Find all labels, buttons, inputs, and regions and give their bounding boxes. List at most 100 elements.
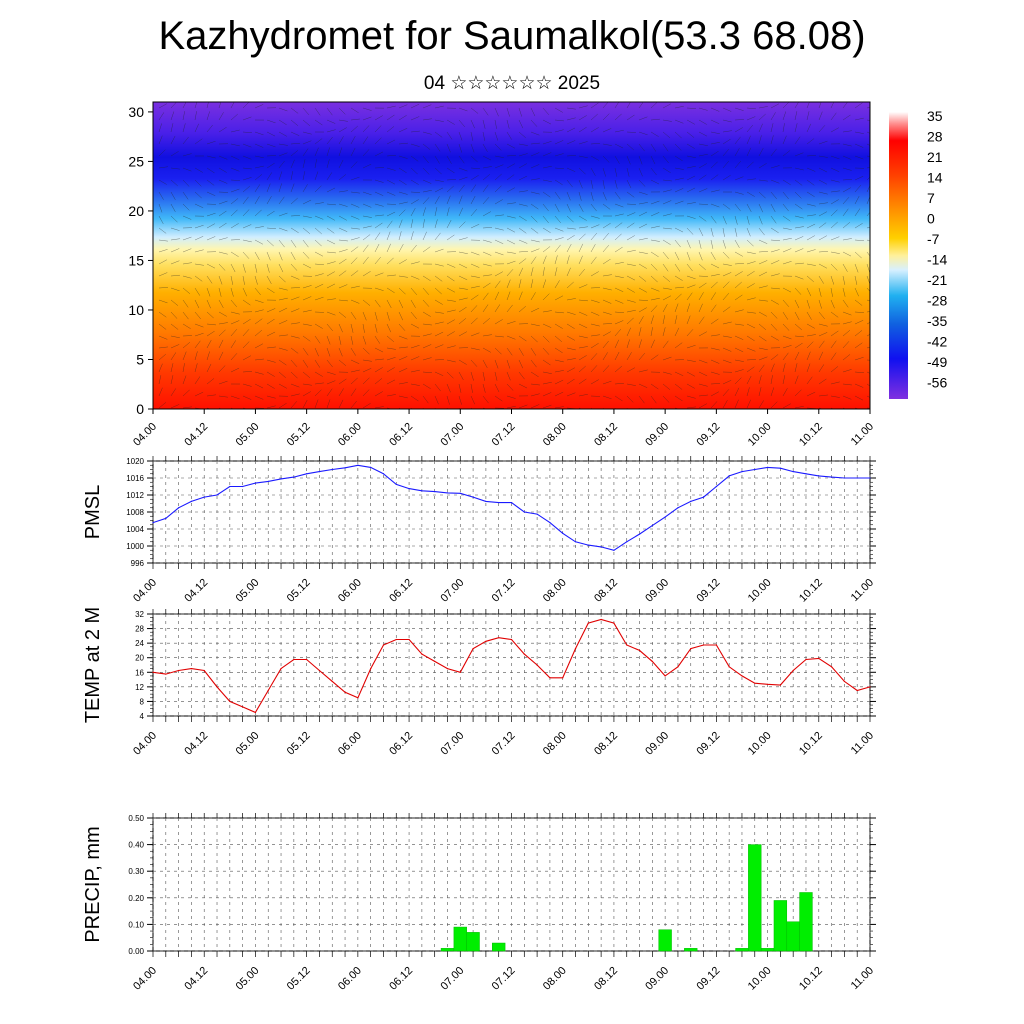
- wind-barb: [182, 375, 187, 385]
- wind-barb: [782, 287, 792, 293]
- wind-barb: [554, 406, 564, 409]
- data-point: [510, 502, 513, 504]
- wind-barb: [842, 167, 852, 171]
- wind-barb: [530, 119, 538, 127]
- wind-barb: [386, 347, 396, 350]
- wind-barb: [614, 262, 624, 265]
- wind-barb: [338, 147, 343, 157]
- wind-barb: [854, 208, 861, 217]
- wind-barb: [566, 179, 573, 188]
- wind-barb: [494, 291, 500, 301]
- wind-barb: [506, 131, 512, 140]
- wind-barb: [314, 107, 321, 116]
- wind-barb: [242, 371, 252, 373]
- wind-barb: [542, 404, 552, 409]
- wind-barb: [518, 404, 528, 409]
- wind-barb: [338, 174, 347, 181]
- y-tick-label: 32: [135, 610, 144, 619]
- wind-barb: [410, 287, 418, 296]
- wind-barb: [218, 322, 228, 325]
- wind-barb: [470, 223, 480, 229]
- data-point: [792, 669, 794, 672]
- wind-barb: [758, 135, 762, 145]
- wind-barb: [290, 215, 300, 217]
- wind-barb: [674, 395, 683, 402]
- data-point: [254, 482, 257, 484]
- wind-barb: [386, 211, 396, 217]
- wind-barb: [734, 148, 740, 157]
- wind-barb: [302, 184, 308, 193]
- wind-barb: [302, 215, 312, 218]
- wind-barb: [614, 287, 624, 292]
- wind-barb: [350, 118, 360, 121]
- wind-barb: [302, 131, 312, 135]
- x-tick-label: 05.00: [234, 421, 262, 449]
- data-point: [382, 644, 385, 646]
- wind-barb: [278, 334, 288, 337]
- wind-barb: [518, 291, 523, 301]
- wind-barb: [314, 389, 322, 397]
- data-point: [472, 648, 474, 650]
- wind-barb: [494, 304, 501, 313]
- wind-barb: [842, 222, 851, 229]
- wind-barb: [746, 323, 756, 329]
- wind-barb: [794, 152, 804, 157]
- wind-barb: [566, 243, 572, 253]
- wind-barb: [386, 287, 395, 294]
- wind-barb: [494, 227, 504, 231]
- y-tick-label: 0: [136, 401, 144, 417]
- wind-barb: [338, 119, 348, 122]
- wind-barb: [698, 359, 708, 364]
- wind-barb: [794, 167, 804, 171]
- wind-barb: [710, 263, 720, 269]
- wind-barb: [686, 329, 694, 337]
- wind-barb: [194, 363, 198, 373]
- x-tick-label: 07.12: [490, 421, 518, 449]
- data-point: [574, 648, 577, 650]
- wind-barb: [614, 129, 624, 133]
- wind-barb: [374, 125, 382, 133]
- wind-barb: [230, 287, 234, 297]
- wind-barb: [254, 226, 264, 229]
- data-point: [370, 466, 372, 468]
- x-tick-label: 08.00: [541, 965, 569, 993]
- wind-barb: [362, 271, 371, 277]
- wind-barb: [206, 363, 212, 373]
- wind-barb: [170, 335, 180, 339]
- wind-barb: [686, 263, 693, 272]
- wind-barb: [830, 112, 837, 121]
- wind-barb: [362, 403, 371, 409]
- wind-barb: [530, 371, 539, 378]
- wind-barb: [578, 226, 588, 229]
- wind-barb: [170, 151, 179, 157]
- wind-barb: [698, 163, 707, 169]
- wind-barb: [770, 311, 778, 319]
- wind-barb: [782, 135, 787, 145]
- wind-barb: [218, 311, 227, 317]
- wind-barb: [530, 227, 539, 234]
- wind-barb: [158, 323, 167, 330]
- wind-barb: [710, 401, 718, 409]
- wind-barb: [434, 275, 443, 282]
- wind-barb: [422, 311, 431, 317]
- wind-barb: [314, 399, 319, 409]
- wind-barb: [314, 251, 324, 257]
- wind-barb: [770, 323, 778, 331]
- wind-barb: [446, 179, 456, 181]
- wind-barb: [650, 167, 657, 176]
- wind-barb: [350, 176, 360, 181]
- wind-barb: [770, 179, 780, 184]
- wind-barb: [830, 381, 840, 385]
- wind-barb: [542, 371, 552, 374]
- y-tick-label: 0.30: [128, 867, 144, 876]
- colorbar-label: -49: [927, 354, 947, 370]
- wind-barb: [602, 128, 612, 133]
- wind-barb: [518, 175, 528, 181]
- wind-barb: [230, 198, 239, 205]
- wind-barb: [758, 147, 764, 157]
- wind-barb: [626, 212, 636, 217]
- wind-barb: [662, 189, 672, 193]
- wind-barb: [590, 256, 597, 265]
- wind-barb: [758, 323, 767, 330]
- wind-barb: [854, 155, 864, 160]
